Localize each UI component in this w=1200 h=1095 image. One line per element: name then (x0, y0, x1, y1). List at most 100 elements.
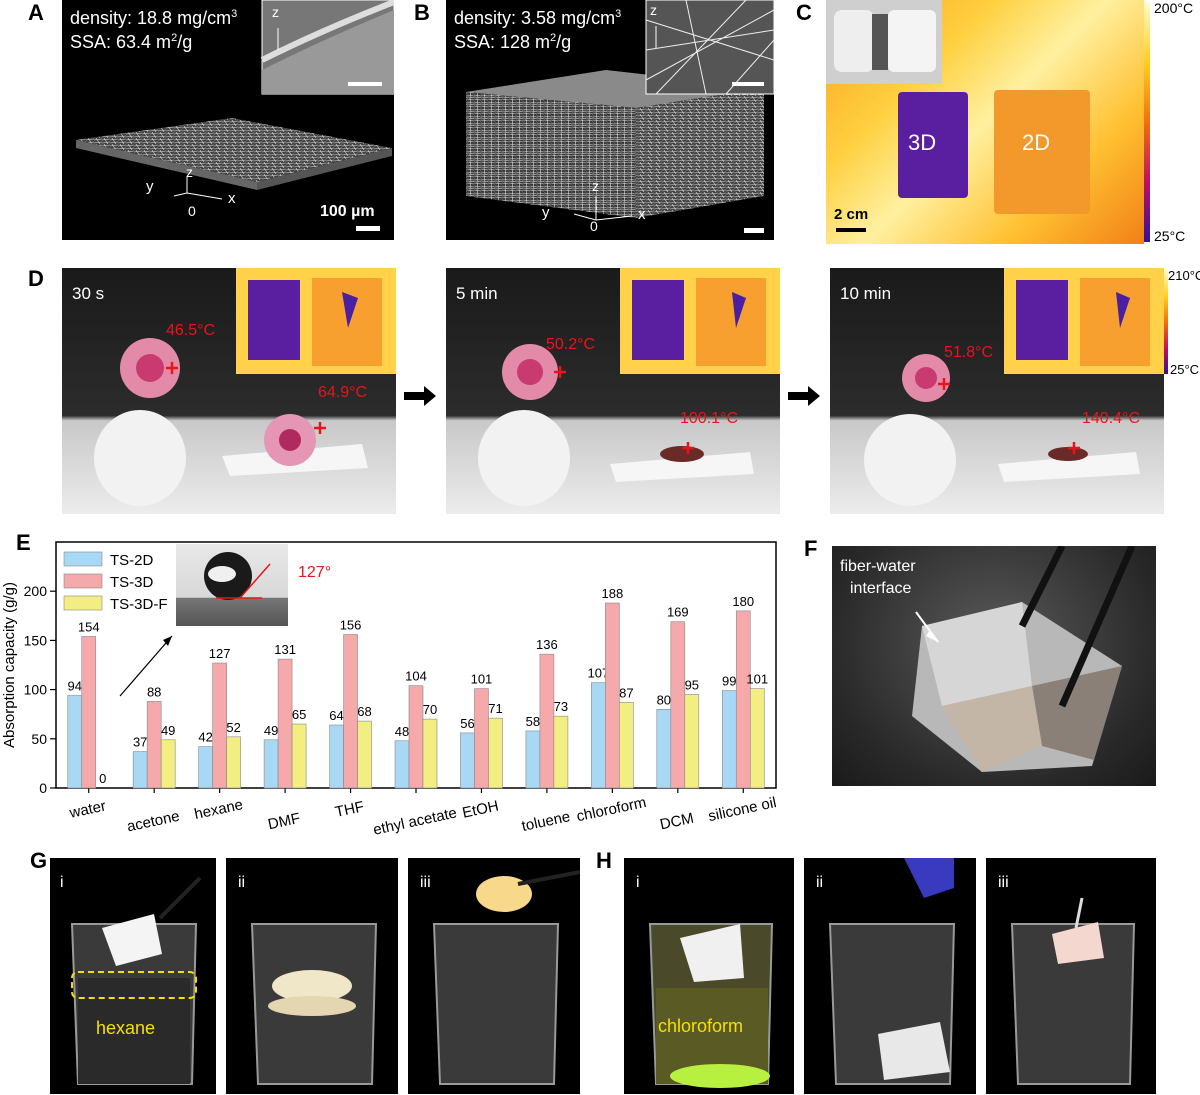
beaker-h1-graphic (648, 923, 774, 1088)
bar-ts-3d-EtOH (474, 688, 489, 789)
category-label-ethyl-acetate: ethyl acetate (372, 804, 459, 838)
beaker-chloroform-i: i chloroform (624, 858, 794, 1094)
legend-label-ts-2d: TS-2D (110, 552, 154, 569)
panel-label-a: A (28, 0, 44, 25)
frame-3-temp-3d: 51.8°C (944, 344, 994, 361)
scale-label-100um: 100 µm (320, 203, 375, 220)
panel-label-f: F (804, 536, 818, 561)
annotation-fiber-water: fiber-water (840, 558, 916, 575)
fiber-water-graphic (912, 546, 1136, 772)
frame-2-time: 5 min (456, 284, 498, 303)
data-label-ts-3d-f: 71 (488, 701, 502, 716)
data-label-ts-3d: 131 (274, 642, 296, 657)
beaker-chloroform-iii: iii (986, 858, 1156, 1094)
absorption-chart: 0 50 100 150 200 Absorption capacity (g/g) wat… (0, 528, 790, 848)
data-label-ts-2d: 80 (657, 692, 671, 707)
data-label-ts-3d-f: 95 (685, 678, 699, 693)
sub-label-ii: ii (816, 874, 824, 891)
panel-label-e: E (16, 530, 31, 555)
contact-angle-inset (176, 544, 288, 626)
data-label-ts-3d: 156 (340, 617, 362, 632)
bar-ts-3d-f-acetone (160, 739, 176, 789)
data-label-ts-2d: 99 (722, 674, 736, 689)
beaker-g2-graphic (250, 923, 378, 1085)
flower-frame-1: 30 s 46.5°C 64.9°C (62, 268, 396, 514)
bar-ts-2d-DMF (263, 739, 279, 789)
data-label-ts-2d: 58 (526, 714, 540, 729)
bar-ts-3d-water (81, 636, 97, 789)
colorbar-min-d: 25°C (1170, 362, 1200, 377)
legend-label-ts-3d-f: TS-3D-F (110, 596, 168, 613)
category-label-THF: THF (334, 798, 366, 821)
data-label-ts-3d: 127 (209, 646, 231, 661)
y-tick-label: 150 (24, 632, 48, 648)
inset-axis-z: z (650, 2, 657, 18)
panel-label-g: G (30, 848, 48, 873)
annotation-chloroform: chloroform (658, 1016, 744, 1036)
category-label-DCM: DCM (658, 810, 695, 834)
inset-axis-z: z (272, 4, 279, 20)
axis-origin: 0 (590, 218, 598, 234)
axis-y: y (146, 178, 154, 195)
data-label-ts-2d: 37 (133, 735, 147, 750)
category-label-acetone: acetone (125, 808, 181, 836)
bar-ts-2d-chloroform (591, 682, 606, 789)
scale-label-2cm: 2 cm (834, 206, 869, 223)
axis-z: z (592, 178, 599, 194)
annotation-hexane: hexane (96, 1018, 156, 1038)
bar-ts-3d-toluene (539, 653, 555, 789)
panel-label-d: D (28, 266, 44, 291)
beaker-hexane-i: i hexane (50, 858, 216, 1094)
colorbar-d (1164, 270, 1168, 374)
category-label-silicone-oil: silicone oil (707, 794, 778, 825)
axis-x: x (638, 206, 646, 223)
absorption-chart-svg: 0 50 100 150 200 Absorption capacity (g/g) wat… (1, 541, 778, 839)
bar-ts-2d-DCM (656, 708, 672, 789)
category-label-water: water (67, 797, 107, 821)
annotation-interface: interface (850, 580, 912, 597)
bar-ts-3d-ethyl-acetate (408, 685, 424, 789)
contact-angle-value: 127° (298, 564, 332, 581)
sample-2d-label: 2D (1022, 130, 1051, 155)
flower-frame-2-graphic (478, 268, 780, 506)
legend-label-ts-3d: TS-3D (110, 574, 154, 591)
bar-ts-2d-toluene (525, 730, 541, 789)
flower-frame-3: 10 min 51.8°C 140.4°C (830, 268, 1164, 514)
data-label-ts-2d: 48 (395, 724, 409, 739)
bar-ts-3d-f-ethyl-acetate (422, 718, 438, 789)
sub-label-i: i (60, 874, 64, 891)
y-tick-label: 0 (39, 780, 47, 796)
beaker-g3-graphic (432, 870, 580, 1085)
bar-ts-3d-chloroform (605, 602, 620, 789)
beaker-hexane-iii: iii (408, 858, 580, 1094)
flower-frame-1-graphic (94, 268, 396, 506)
bar-ts-3d-silicone-oil (735, 610, 751, 789)
thermal-c-graphic (826, 0, 1090, 232)
data-label-ts-3d: 154 (78, 619, 100, 634)
frame-1-temp-2d: 64.9°C (318, 384, 368, 401)
bar-ts-3d-hexane (212, 662, 227, 789)
data-label-ts-3d: 101 (471, 672, 493, 687)
y-tick-label: 200 (24, 583, 48, 599)
data-label-ts-2d: 49 (264, 723, 278, 738)
panel-label-b: B (414, 0, 430, 25)
beaker-g1-graphic (70, 876, 202, 1085)
data-label-ts-3d-f: 87 (619, 685, 633, 700)
sem-image-3d: density: 3.58 mg/cm3 SSA: 128 m2/g z z y… (446, 0, 774, 240)
data-label-ts-3d: 188 (602, 586, 624, 601)
y-tick-label: 50 (31, 731, 47, 747)
frame-3-time: 10 min (840, 284, 892, 303)
bar-ts-2d-ethyl-acetate (394, 740, 410, 789)
frame-3-temp-2d: 140.4°C (1082, 410, 1140, 427)
inset-pointer-head (163, 636, 172, 646)
y-tick-label: 100 (24, 682, 48, 698)
category-label-hexane: hexane (193, 796, 245, 823)
sub-label-iii: iii (420, 874, 431, 891)
bar-ts-3d-f-silicone-oil (749, 688, 765, 789)
bar-ts-2d-hexane (198, 746, 213, 789)
density-label-3d: density: 3.58 mg/cm3 (454, 8, 622, 28)
colorbar-c (1144, 2, 1150, 242)
colorbar-max-c: 200°C (1154, 0, 1194, 16)
bar-ts-2d-THF (329, 724, 344, 789)
beaker-h2-graphic (828, 858, 956, 1085)
